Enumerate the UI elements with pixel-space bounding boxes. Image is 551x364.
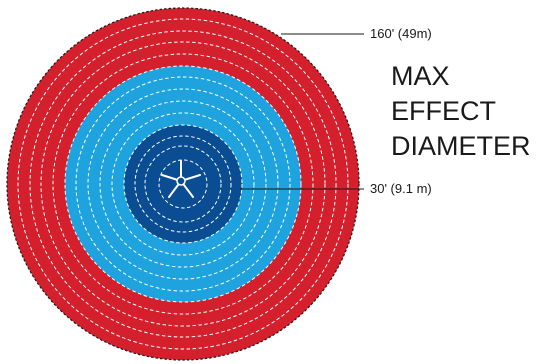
ring <box>123 124 243 244</box>
ring <box>75 76 291 292</box>
ring <box>111 112 255 256</box>
ring <box>144 145 222 223</box>
fan-icon <box>161 160 201 198</box>
title-line-2: EFFECT <box>391 96 496 126</box>
ring <box>134 135 232 233</box>
title-line-1: MAX <box>391 61 450 91</box>
ring <box>52 53 314 315</box>
outer-diameter-label: 160' (49m) <box>370 26 432 41</box>
ring <box>99 100 267 268</box>
ring <box>17 18 349 350</box>
ring <box>64 65 302 303</box>
concentric-rings <box>17 18 349 350</box>
ring <box>29 30 337 338</box>
ring <box>40 41 326 327</box>
title-line-3: DIAMETER <box>391 131 531 161</box>
ring <box>87 88 279 280</box>
inner-diameter-label: 30' (9.1 m) <box>370 181 432 196</box>
ring <box>158 159 208 209</box>
